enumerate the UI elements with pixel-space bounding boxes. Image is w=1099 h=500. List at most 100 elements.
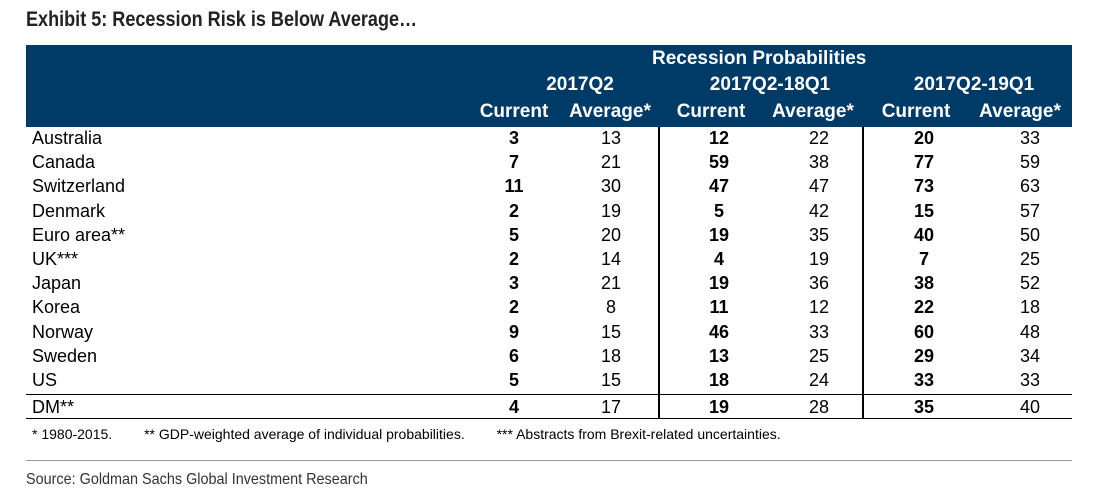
country-name: Euro area** (32, 224, 126, 245)
current-value: 13 (708, 345, 730, 366)
average-value: 35 (808, 224, 830, 245)
average-value: 25 (1019, 249, 1041, 269)
table-row: Denmark 2 19 5 42 15 57 (26, 200, 1072, 224)
current-value: 38 (913, 273, 935, 294)
average-value: 18 (1019, 297, 1041, 318)
table-row: Japan 3 21 19 36 38 52 (26, 272, 1072, 296)
table-row: Norway 9 15 46 33 60 48 (26, 321, 1072, 345)
average-value: 21 (600, 152, 622, 173)
average-value: 15 (600, 321, 622, 342)
country-name: Australia (32, 128, 103, 148)
current-value: 22 (913, 297, 935, 318)
country-name: Norway (32, 321, 94, 342)
average-value: 12 (808, 297, 830, 318)
footnotes: * 1980-2015. ** GDP-weighted average of … (32, 426, 809, 442)
country-name: UK*** (32, 249, 79, 269)
average-value: 18 (600, 345, 622, 366)
average-value: 52 (1019, 273, 1041, 294)
country-name: Switzerland (32, 176, 126, 197)
average-value: 30 (600, 176, 622, 197)
average-value: 59 (1019, 152, 1041, 173)
table-header: Recession Probabilities 2017Q2 2017Q2-18… (26, 45, 1072, 127)
average-value: 20 (600, 224, 622, 245)
average-value: 8 (605, 297, 616, 318)
average-value: 33 (808, 321, 830, 342)
current-value: 73 (913, 176, 935, 197)
average-value: 28 (808, 397, 830, 417)
table-row: Canada 7 21 59 38 77 59 (26, 151, 1072, 175)
footnote-3: *** Abstracts from Brexit-related uncert… (496, 426, 781, 442)
sub-average-3: Average* (979, 101, 1061, 122)
current-value: 12 (708, 128, 730, 148)
current-value: 77 (913, 152, 935, 173)
average-value: 14 (600, 249, 622, 269)
current-value: 19 (708, 397, 730, 417)
footnote-1: * 1980-2015. (32, 426, 113, 442)
country-name: Japan (32, 273, 82, 294)
current-value: 47 (708, 176, 730, 197)
current-value: 40 (913, 224, 935, 245)
average-value: 63 (1019, 176, 1041, 197)
current-value: 19 (708, 273, 730, 294)
current-value: 11 (504, 176, 524, 197)
table-row: Sweden 6 18 13 25 29 34 (26, 345, 1072, 369)
current-value: 3 (508, 273, 519, 294)
average-value: 33 (1019, 128, 1041, 148)
current-value: 6 (508, 345, 519, 366)
current-value: 2 (508, 249, 519, 269)
average-value: 36 (808, 273, 830, 294)
current-value: 3 (508, 128, 519, 148)
current-value: 2 (508, 297, 519, 318)
table-row: Korea 2 8 11 12 22 18 (26, 296, 1072, 320)
current-value: 59 (708, 152, 730, 173)
country-name: Canada (32, 152, 96, 173)
footer-rule (26, 460, 1072, 461)
sub-average-2: Average* (772, 101, 854, 122)
country-name: Sweden (32, 345, 98, 366)
total-rule-bottom (26, 418, 1072, 419)
country-name: Denmark (32, 200, 106, 221)
current-value: 4 (508, 397, 519, 417)
average-value: 57 (1019, 200, 1041, 221)
table-row: UK*** 2 14 4 19 7 25 (26, 248, 1072, 272)
divider-group-1 (658, 127, 660, 419)
average-value: 19 (808, 249, 830, 269)
total-row: DM** 4 17 19 28 35 40 (26, 396, 1072, 420)
average-value: 25 (808, 345, 830, 366)
source-line: Source: Goldman Sachs Global Investment … (26, 471, 368, 488)
current-value: 5 (508, 224, 519, 245)
sub-current-2: Current (676, 101, 746, 122)
current-value: 18 (708, 370, 730, 390)
sub-current-1: Current (479, 101, 549, 122)
current-value: 11 (709, 297, 729, 318)
average-value: 42 (808, 200, 830, 221)
table-row: US 5 15 18 24 33 33 (26, 369, 1072, 393)
current-value: 4 (713, 249, 724, 269)
group-2017q2: 2017Q2 (546, 74, 614, 95)
country-name: US (32, 370, 58, 390)
divider-group-2 (862, 127, 864, 419)
average-value: 34 (1019, 345, 1041, 366)
current-value: 35 (913, 397, 935, 417)
average-value: 17 (600, 397, 622, 417)
footnote-2: ** GDP-weighted average of individual pr… (144, 426, 465, 442)
current-value: 33 (913, 370, 935, 390)
country-name: Korea (32, 297, 81, 318)
table-row: Switzerland 11 30 47 47 73 63 (26, 175, 1072, 199)
table-row: Australia 3 13 12 22 20 33 (26, 127, 1072, 151)
group-2017q2-19q1: 2017Q2-19Q1 (913, 74, 1035, 95)
average-value: 33 (1019, 370, 1041, 390)
current-value: 7 (508, 152, 519, 173)
current-value: 9 (508, 321, 519, 342)
current-value: 2 (508, 200, 519, 221)
average-value: 40 (1019, 397, 1041, 417)
current-value: 19 (708, 224, 730, 245)
current-value: 46 (708, 321, 730, 342)
total-rule-top (26, 394, 1072, 395)
current-value: 5 (713, 200, 724, 221)
average-value: 24 (808, 370, 830, 390)
sub-current-3: Current (881, 101, 951, 122)
country-name: DM** (32, 397, 75, 417)
current-value: 15 (913, 200, 935, 221)
average-value: 21 (600, 273, 622, 294)
